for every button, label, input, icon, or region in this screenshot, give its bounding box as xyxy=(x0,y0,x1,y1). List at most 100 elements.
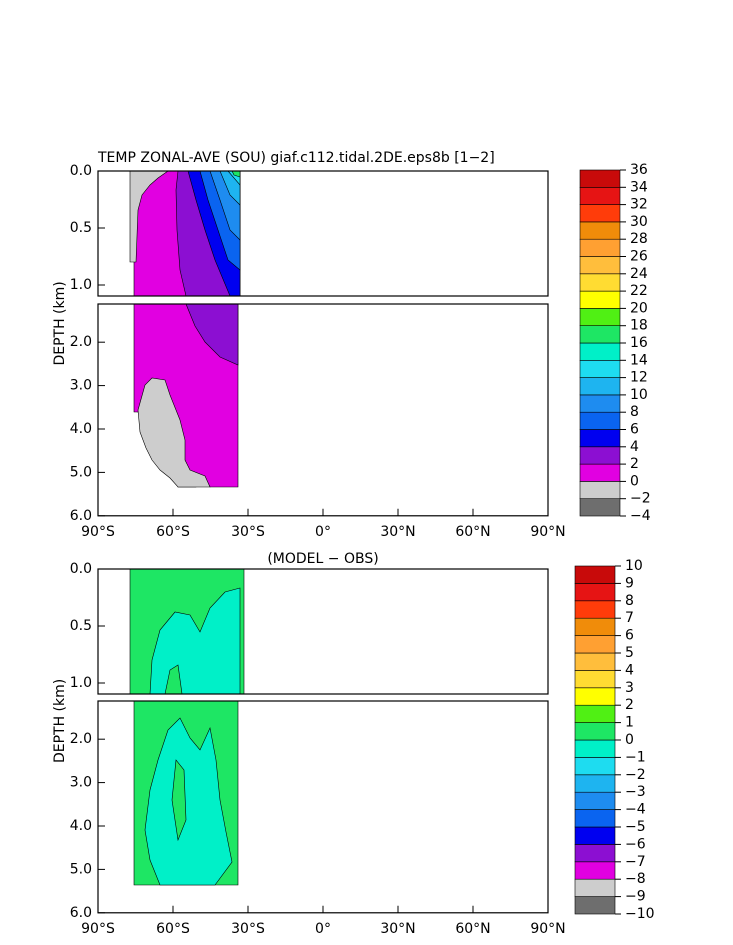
colorbar-label: −4 xyxy=(630,508,651,524)
colorbar-label: −7 xyxy=(625,854,646,870)
x-tick-label: 90°S xyxy=(81,524,115,540)
colorbar-segment xyxy=(579,359,621,378)
colorbar-label: 8 xyxy=(630,404,639,420)
colorbar-segment xyxy=(574,687,616,706)
x-tick-label: 30°N xyxy=(380,921,415,937)
colorbar-segment xyxy=(579,498,621,517)
colorbar-segment xyxy=(579,221,621,240)
colorbar-segment xyxy=(579,273,621,292)
colorbar-label: −9 xyxy=(625,889,646,905)
colorbar-label: 4 xyxy=(625,662,634,678)
plot-frame xyxy=(97,170,549,297)
contour-region xyxy=(129,170,169,263)
colorbar-label: −4 xyxy=(625,802,646,818)
colorbar-segment xyxy=(579,463,621,482)
colorbar-segment xyxy=(579,394,621,413)
colorbar-segment xyxy=(574,635,616,654)
y-tick-label: 6.0 xyxy=(70,508,92,524)
x-tick-label: 90°N xyxy=(530,921,565,937)
colorbar-label: 3 xyxy=(625,680,634,696)
y-axis-label: DEPTH (km) xyxy=(52,281,68,365)
y-tick-label: 2.0 xyxy=(70,334,92,350)
colorbar-segment xyxy=(579,204,621,223)
x-tick-label: 60°N xyxy=(455,921,490,937)
y-tick-label: 5.0 xyxy=(70,464,92,480)
colorbar-segment xyxy=(574,722,616,741)
y-tick-label: 4.0 xyxy=(70,818,92,834)
colorbar-label: 12 xyxy=(630,370,648,386)
colorbar-label: −6 xyxy=(625,836,646,852)
x-tick-label: 90°S xyxy=(81,921,115,937)
contour-region xyxy=(149,587,241,695)
colorbar-label: −2 xyxy=(630,491,651,507)
y-tick-label: 6.0 xyxy=(70,905,92,921)
x-tick-label: 0° xyxy=(315,524,331,540)
colorbar-segment xyxy=(579,187,621,205)
colorbar-segment xyxy=(579,342,621,361)
x-tick-label: 60°N xyxy=(455,524,490,540)
colorbar-segment xyxy=(579,290,621,309)
y-axis-label: DEPTH (km) xyxy=(52,679,68,763)
colorbar-segment xyxy=(574,774,616,793)
colorbar-segment xyxy=(579,169,621,188)
colorbar-label: 2 xyxy=(625,697,634,713)
x-tick-label: 60°S xyxy=(156,524,190,540)
contour-region xyxy=(144,717,233,886)
colorbar-label: 10 xyxy=(630,387,648,403)
x-tick-label: 30°N xyxy=(380,524,415,540)
colorbar-label: 8 xyxy=(625,593,634,609)
colorbar-label: −3 xyxy=(625,784,646,800)
x-tick-label: 30°S xyxy=(231,524,265,540)
colorbar-label: 0 xyxy=(630,473,639,489)
colorbar-segment xyxy=(579,308,621,326)
colorbar-label: 28 xyxy=(630,231,648,247)
colorbar-segment xyxy=(574,791,616,810)
colorbar-segment xyxy=(579,325,621,344)
colorbar-label: −10 xyxy=(625,906,655,922)
y-tick-label: 0.0 xyxy=(70,163,92,179)
colorbar-segment xyxy=(579,429,621,448)
colorbar-label: −8 xyxy=(625,871,646,887)
colorbar-label: 18 xyxy=(630,318,648,334)
colorbar-segment xyxy=(579,411,621,430)
colorbar-segment xyxy=(574,878,616,897)
colorbar-segment xyxy=(574,565,616,584)
y-tick-label: 0.0 xyxy=(70,561,92,577)
colorbar-label: 1 xyxy=(625,715,634,731)
colorbar-label: 34 xyxy=(630,179,648,195)
colorbar-segment xyxy=(574,670,616,689)
colorbar-segment xyxy=(574,826,616,845)
colorbar-label: 9 xyxy=(625,575,634,591)
y-tick-label: 0.5 xyxy=(70,618,92,634)
colorbar-segment xyxy=(574,739,616,758)
colorbar-label: 20 xyxy=(630,300,648,316)
y-tick-label: 0.5 xyxy=(70,220,92,236)
plot-frame xyxy=(97,568,549,695)
colorbar-label: −1 xyxy=(625,749,646,765)
colorbar-label: 5 xyxy=(625,645,634,661)
y-tick-label: 2.0 xyxy=(70,731,92,747)
y-tick-label: 5.0 xyxy=(70,861,92,877)
colorbar-label: −2 xyxy=(625,767,646,783)
y-tick-label: 3.0 xyxy=(70,378,92,394)
colorbar-segment xyxy=(579,256,621,275)
colorbar-segment xyxy=(574,617,616,636)
chart-title: (MODEL − OBS) xyxy=(267,551,378,567)
colorbar-segment xyxy=(574,861,616,880)
colorbar-label: 26 xyxy=(630,249,648,265)
colorbar-segment xyxy=(574,652,616,671)
colorbar-label: 30 xyxy=(630,214,648,230)
colorbar-segment xyxy=(574,757,616,776)
colorbar-segment xyxy=(579,481,621,499)
colorbar-segment xyxy=(574,704,616,723)
colorbar-label: 24 xyxy=(630,266,648,282)
contour-region xyxy=(171,759,187,842)
colorbar-segment xyxy=(574,896,616,915)
colorbar-segment xyxy=(579,238,621,257)
contour-region xyxy=(137,377,211,488)
colorbar-label: 32 xyxy=(630,197,648,213)
colorbar-segment xyxy=(574,583,616,602)
x-tick-label: 0° xyxy=(315,921,331,937)
colorbar-label: 4 xyxy=(630,439,639,455)
